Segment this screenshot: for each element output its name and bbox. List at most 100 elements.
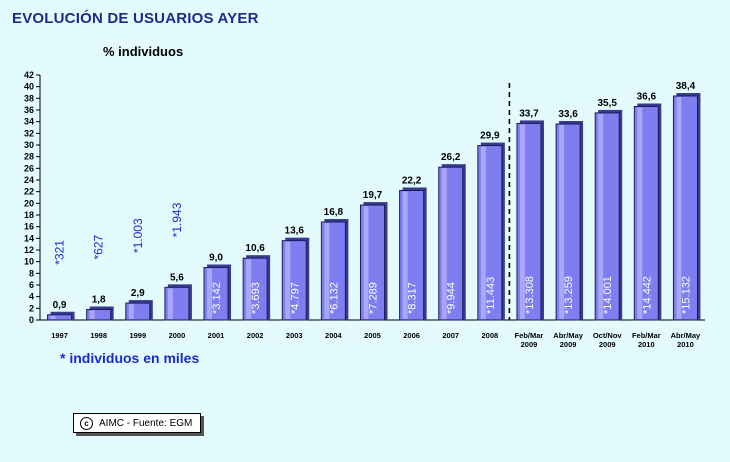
bar-highlight — [637, 107, 643, 319]
data-label: 33,7 — [519, 108, 539, 119]
individuals-annotation: *9.944 — [446, 282, 458, 314]
bar-highlight — [246, 259, 252, 319]
bar-highlight — [324, 223, 330, 319]
individuals-annotation: *8.317 — [407, 282, 419, 314]
individuals-annotation: *14.001 — [602, 276, 614, 314]
bar-highlight — [519, 124, 525, 320]
individuals-annotation: *13.308 — [524, 276, 536, 314]
y-tick-label: 40 — [24, 82, 34, 92]
data-label: 0,9 — [53, 300, 67, 311]
x-tick-label: 2006 — [403, 331, 420, 340]
x-tick-label: 1999 — [129, 331, 146, 340]
y-tick-label: 18 — [24, 210, 34, 220]
individuals-annotation: *4.797 — [289, 282, 301, 314]
x-tick-label: 2009 — [521, 340, 538, 349]
data-label: 1,8 — [92, 295, 106, 306]
y-tick-label: 6 — [29, 280, 34, 290]
y-tick-label: 12 — [24, 245, 34, 255]
bar-highlight — [363, 206, 369, 319]
y-tick-label: 36 — [24, 105, 34, 115]
bar-highlight — [50, 315, 56, 319]
x-tick-label: Oct/Nov — [593, 331, 623, 340]
individuals-annotation: *6.132 — [328, 282, 340, 314]
x-tick-label: 2003 — [286, 331, 303, 340]
y-tick-label: 26 — [24, 163, 34, 173]
bar — [86, 309, 112, 321]
individuals-annotation: *1.003 — [131, 218, 145, 253]
data-label: 33,6 — [558, 109, 578, 120]
y-tick-label: 2 — [29, 303, 34, 313]
data-label: 16,8 — [324, 207, 344, 218]
x-tick-label: Abr/May — [671, 331, 701, 340]
x-tick-label: 2000 — [169, 331, 186, 340]
bar-highlight — [167, 288, 173, 319]
data-label: 2,9 — [131, 288, 145, 299]
bar-highlight — [128, 304, 134, 319]
y-tick-label: 34 — [24, 117, 34, 127]
source-text: AIMC - Fuente: EGM — [99, 417, 193, 429]
bar-highlight — [285, 241, 291, 319]
bar-highlight — [676, 97, 682, 319]
individuals-annotation: *3.142 — [211, 282, 223, 314]
individuals-annotation: *14.442 — [641, 276, 653, 314]
x-tick-label: 1998 — [90, 331, 107, 340]
individuals-annotation: *321 — [53, 240, 67, 265]
data-label: 38,4 — [676, 81, 696, 92]
y-tick-label: 42 — [24, 70, 34, 80]
x-tick-label: Abr/May — [553, 331, 583, 340]
bar — [47, 314, 73, 321]
x-tick-label: 2010 — [638, 340, 655, 349]
data-label: 26,2 — [441, 152, 461, 163]
y-tick-label: 0 — [29, 315, 34, 325]
bar-highlight — [89, 310, 95, 319]
x-tick-label: Feb/Mar — [515, 331, 544, 340]
data-label: 9,0 — [209, 253, 223, 264]
x-tick-label: 2004 — [325, 331, 343, 340]
copyright-icon: c — [80, 416, 93, 430]
y-tick-label: 38 — [24, 93, 34, 103]
data-label: 5,6 — [170, 272, 184, 283]
bar-highlight — [480, 146, 486, 319]
source-box: c AIMC - Fuente: EGM — [73, 413, 201, 433]
y-tick-label: 8 — [29, 268, 34, 278]
individuals-annotation: *627 — [92, 234, 106, 259]
individuals-annotation: *3.693 — [250, 282, 262, 314]
x-tick-label: 2005 — [364, 331, 381, 340]
bar-highlight — [559, 125, 565, 319]
data-label: 29,9 — [480, 131, 500, 142]
data-label: 22,2 — [402, 176, 422, 187]
footnote: * individuos en miles — [60, 350, 200, 366]
individuals-annotation: *1.943 — [170, 202, 184, 237]
data-label: 13,6 — [285, 226, 305, 237]
x-tick-label: 2009 — [599, 340, 616, 349]
y-tick-label: 16 — [24, 222, 34, 232]
bar-highlight — [598, 113, 604, 320]
individuals-annotation: *15.132 — [680, 276, 692, 314]
x-tick-label: 2002 — [247, 331, 264, 340]
x-tick-label: 1997 — [51, 331, 68, 340]
bar-highlight — [402, 191, 408, 319]
y-tick-label: 22 — [24, 187, 34, 197]
page-title: EVOLUCIÓN DE USUARIOS AYER — [12, 10, 259, 27]
y-tick-label: 24 — [24, 175, 34, 185]
x-tick-label: 2010 — [677, 340, 694, 349]
y-tick-label: 32 — [24, 128, 34, 138]
bar-highlight — [441, 168, 447, 319]
individuals-annotation: *11.443 — [485, 277, 497, 314]
data-label: 36,6 — [637, 92, 657, 103]
y-tick-label: 28 — [24, 152, 34, 162]
data-label: 19,7 — [363, 190, 383, 201]
x-tick-label: 2007 — [442, 331, 459, 340]
y-tick-label: 10 — [24, 257, 34, 267]
x-tick-label: 2008 — [482, 331, 499, 340]
individuals-annotation: *7.289 — [368, 282, 380, 314]
y-tick-label: 30 — [24, 140, 34, 150]
data-label: 35,5 — [597, 98, 617, 109]
bar-highlight — [207, 268, 213, 319]
data-label: 10,6 — [245, 243, 265, 254]
y-tick-label: 4 — [29, 292, 34, 302]
x-tick-label: 2001 — [208, 331, 225, 340]
chart-subtitle: % individuos — [103, 44, 184, 59]
y-tick-label: 20 — [24, 198, 34, 208]
